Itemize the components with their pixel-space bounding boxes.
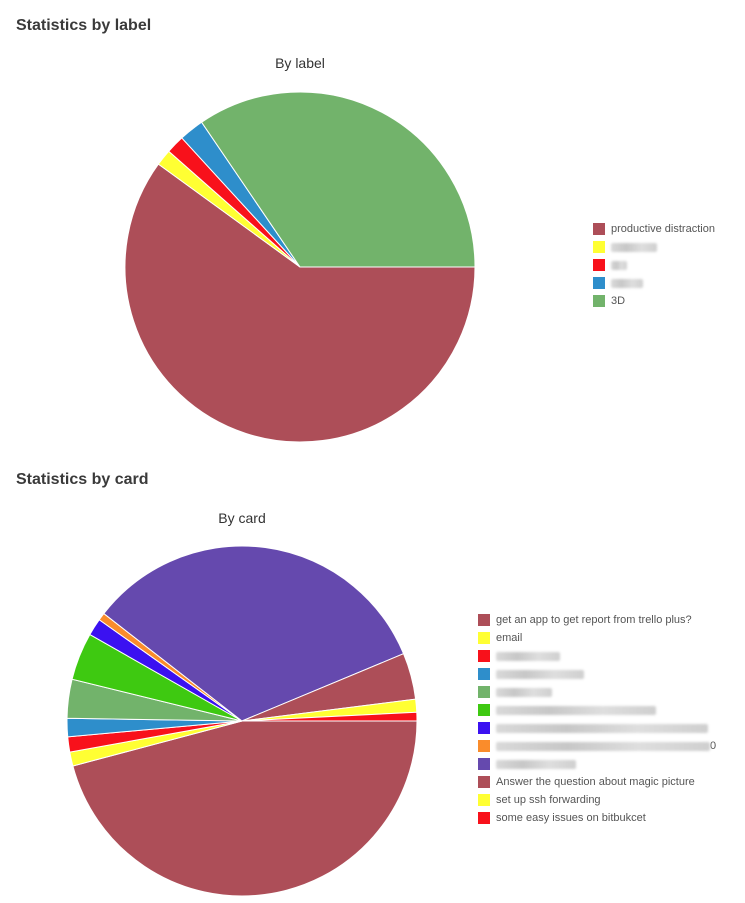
legend-redacted-label-1-8 — [496, 759, 576, 769]
legend-swatch-0-1 — [593, 241, 605, 253]
legend-swatch-1-8 — [478, 758, 490, 770]
pie-chart-label — [124, 91, 476, 443]
legend-swatch-0-4 — [593, 295, 605, 307]
legend-item-1-10: set up ssh forwarding — [478, 791, 716, 809]
pie-slice-0-4 — [200, 91, 476, 268]
legend-swatch-1-0 — [478, 614, 490, 626]
legend-item-1-9: Answer the question about magic picture — [478, 773, 716, 791]
legend-item-1-0: get an app to get report from trello plu… — [478, 611, 716, 629]
legend-swatch-1-3 — [478, 668, 490, 680]
legend-redacted-label-1-6 — [496, 723, 708, 733]
legend-item-1-4 — [478, 683, 716, 701]
legend-swatch-1-6 — [478, 722, 490, 734]
legend-label-1-0: get an app to get report from trello plu… — [496, 614, 692, 626]
legend-item-1-7: 0 — [478, 737, 716, 755]
legend-redacted-label-1-7 — [496, 741, 710, 751]
legend-item-1-3 — [478, 665, 716, 683]
legend-swatch-1-7 — [478, 740, 490, 752]
legend-label-0-0: productive distraction — [611, 223, 715, 235]
pie-chart-card — [66, 545, 418, 897]
legend-label-1-9: Answer the question about magic picture — [496, 776, 695, 788]
pie-slice-1-0 — [72, 720, 418, 897]
legend-swatch-0-3 — [593, 277, 605, 289]
legend-swatch-0-0 — [593, 223, 605, 235]
legend-item-1-6 — [478, 719, 716, 737]
pie-slice-1-8 — [103, 545, 405, 722]
legend-item-1-2 — [478, 647, 716, 665]
legend-redacted-label-1-3 — [496, 669, 584, 679]
legend-label-1-1: email — [496, 632, 523, 644]
chart-title-label: By label — [275, 55, 325, 71]
legend-item-1-11: some easy issues on bitbukcet — [478, 809, 716, 827]
section-title-card: Statistics by card — [16, 471, 149, 488]
legend-card: get an app to get report from trello plu… — [478, 611, 716, 827]
legend-item-0-2 — [593, 256, 715, 274]
legend-item-1-5 — [478, 701, 716, 719]
pie-slice-1-11 — [241, 711, 418, 722]
legend-redacted-label-0-1 — [611, 242, 657, 252]
legend-redacted-label-0-2 — [611, 260, 627, 270]
chart-title-card: By card — [218, 510, 266, 526]
legend-label-1-10: set up ssh forwarding — [496, 794, 601, 806]
legend-swatch-1-11 — [478, 812, 490, 824]
legend-label-1-7: 0 — [710, 740, 717, 752]
legend-redacted-label-1-5 — [496, 705, 656, 715]
legend-swatch-1-2 — [478, 650, 490, 662]
legend-item-1-8 — [478, 755, 716, 773]
pie-slice-0-0 — [124, 163, 476, 443]
legend-swatch-1-4 — [478, 686, 490, 698]
legend-swatch-1-10 — [478, 794, 490, 806]
legend-item-0-0: productive distraction — [593, 220, 715, 238]
legend-swatch-0-2 — [593, 259, 605, 271]
section-title-label: Statistics by label — [16, 17, 152, 34]
legend-swatch-1-9 — [478, 776, 490, 788]
legend-redacted-label-0-3 — [611, 278, 643, 288]
legend-item-0-1 — [593, 238, 715, 256]
legend-redacted-label-1-2 — [496, 651, 560, 661]
legend-swatch-1-5 — [478, 704, 490, 716]
legend-label: productive distraction 3D — [593, 220, 715, 310]
legend-label-0-4: 3D — [611, 295, 626, 307]
legend-swatch-1-1 — [478, 632, 490, 644]
legend-item-1-1: email — [478, 629, 716, 647]
legend-label-1-11: some easy issues on bitbukcet — [496, 812, 646, 824]
legend-item-0-4: 3D — [593, 292, 715, 310]
legend-item-0-3 — [593, 274, 715, 292]
legend-redacted-label-1-4 — [496, 687, 552, 697]
